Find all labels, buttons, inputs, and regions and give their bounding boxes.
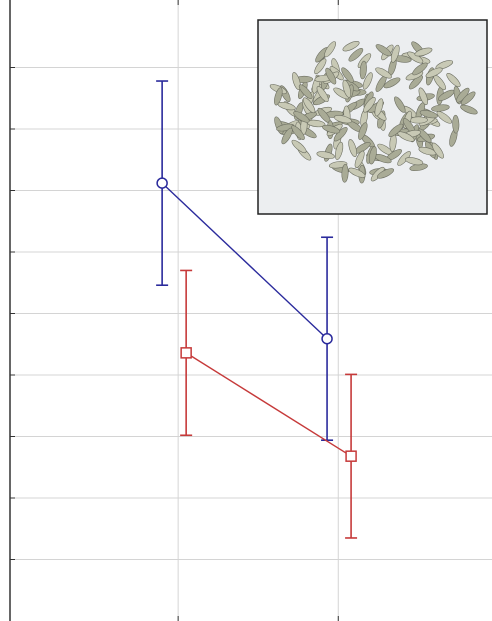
seed <box>452 115 459 133</box>
seed <box>410 117 428 124</box>
point <box>181 348 191 358</box>
chart <box>0 0 492 621</box>
photo-frame <box>258 20 487 214</box>
point <box>157 178 167 188</box>
point <box>322 334 332 344</box>
seed-photo <box>258 20 487 214</box>
point <box>346 451 356 461</box>
